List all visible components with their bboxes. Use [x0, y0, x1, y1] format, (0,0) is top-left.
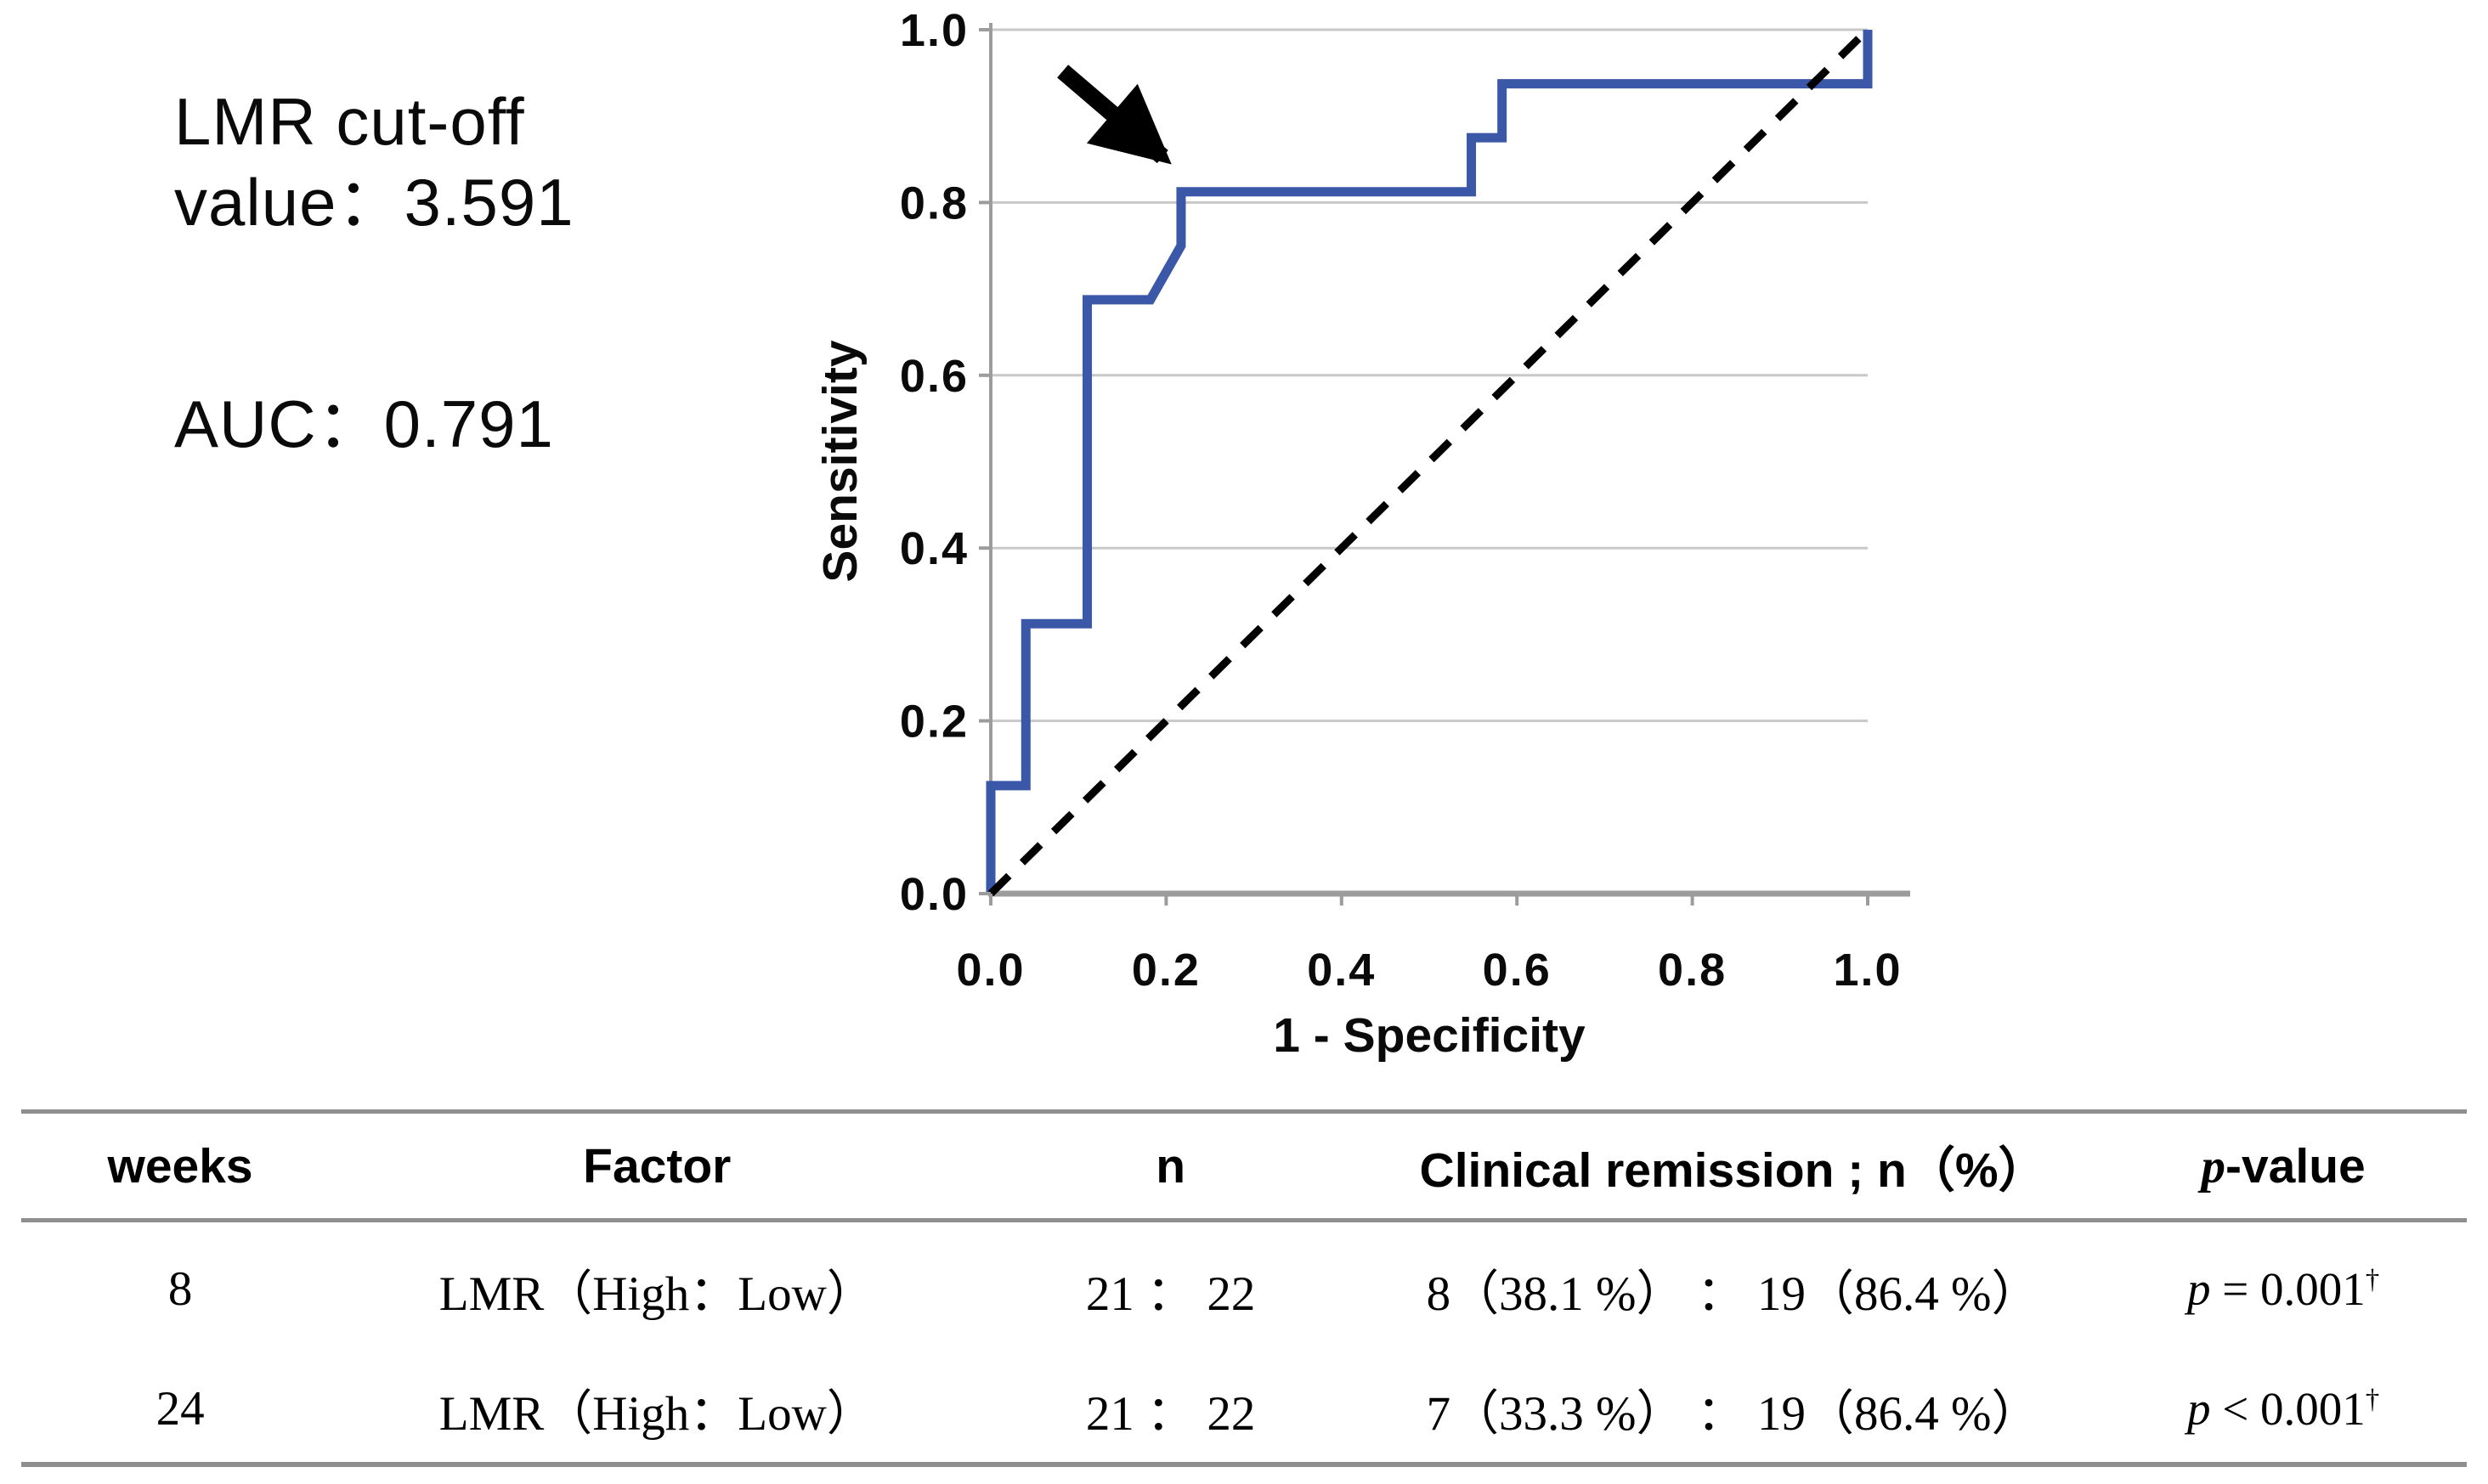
y-tick-label: 0.8 [900, 178, 969, 229]
cell-weeks: 24 [156, 1382, 205, 1436]
roc-curve [986, 30, 1873, 894]
x-tick-label: 0.8 [1658, 945, 1727, 996]
table-header-row: weeks Factor n Clinical remission ; n（%）… [21, 1114, 2467, 1222]
x-tick-label: 1.0 [1833, 945, 1902, 996]
p-text: = 0.001 [2210, 1263, 2366, 1315]
cutoff-arrow [1057, 65, 1172, 165]
reference-line [987, 26, 1871, 897]
p-italic: p [2186, 1263, 2211, 1315]
x-tick-label: 0.2 [1132, 945, 1201, 996]
p-header-rest: -value [2225, 1138, 2366, 1193]
p-dagger: † [2365, 1264, 2380, 1295]
y-tick-label: 1.0 [900, 5, 969, 56]
roc-chart: 0.0 0.2 0.4 0.6 0.8 1.0 0.0 0.2 0.4 0.6 0.8 1.0 Sen… [813, 5, 1910, 1063]
table-row: 8 LMR（High：Low） 21 ： 22 8（38.1 %） ： 19（8… [21, 1222, 2467, 1342]
cutoff-annotation: LMR cut-off value：3.591 [174, 82, 574, 243]
x-tick-label: 0.6 [1483, 945, 1552, 996]
cutoff-annotation-line1: LMR cut-off [174, 84, 525, 159]
auc-annotation: AUC：0.791 [174, 387, 554, 461]
tick-layer: 0.0 0.2 0.4 0.6 0.8 1.0 0.0 0.2 0.4 0.6 0.8 1.0 [900, 5, 1902, 996]
cell-p-value: p = 0.001† [2100, 1249, 2467, 1316]
p-header-italic: p [2201, 1139, 2225, 1193]
cell-n: 21 ： 22 [1085, 1267, 1256, 1321]
col-header-weeks: weeks [107, 1138, 253, 1193]
col-header-p-value: p-value [2100, 1138, 2467, 1194]
cell-n: 21 ： 22 [1085, 1386, 1256, 1441]
p-text: < 0.001 [2210, 1383, 2366, 1435]
p-italic: p [2186, 1383, 2211, 1435]
x-tick-label: 0.4 [1307, 945, 1376, 996]
y-tick-label: 0.4 [900, 523, 969, 574]
col-header-remission: Clinical remission ; n（%） [1419, 1143, 2047, 1198]
cutoff-annotation-line2: value：3.591 [174, 165, 574, 240]
col-header-factor: Factor [583, 1138, 732, 1193]
cell-remission: 7（33.3 %） ： 19（86.4 %） [1426, 1386, 2040, 1441]
y-tick-label: 0.0 [900, 869, 969, 920]
col-header-n: n [1156, 1138, 1186, 1193]
table-row: 24 LMR（High：Low） 21 ： 22 7（33.3 %） ： 19（… [21, 1342, 2467, 1462]
p-dagger: † [2365, 1384, 2380, 1415]
y-tick-label: 0.6 [900, 351, 969, 402]
y-tick-label: 0.2 [900, 697, 969, 748]
cell-weeks: 8 [167, 1262, 193, 1316]
x-axis-title: 1 - Specificity [1273, 1008, 1586, 1063]
results-table: weeks Factor n Clinical remission ; n（%）… [21, 1109, 2467, 1467]
cell-factor: LMR（High：Low） [438, 1386, 875, 1441]
cell-remission: 8（38.1 %） ： 19（86.4 %） [1426, 1267, 2040, 1321]
cell-factor: LMR（High：Low） [438, 1267, 875, 1321]
cell-p-value: p < 0.001† [2100, 1368, 2467, 1436]
y-axis-title: Sensitivity [813, 340, 868, 582]
x-tick-label: 0.0 [956, 945, 1025, 996]
series-layer [986, 26, 1873, 897]
grid-layer [988, 23, 1910, 897]
